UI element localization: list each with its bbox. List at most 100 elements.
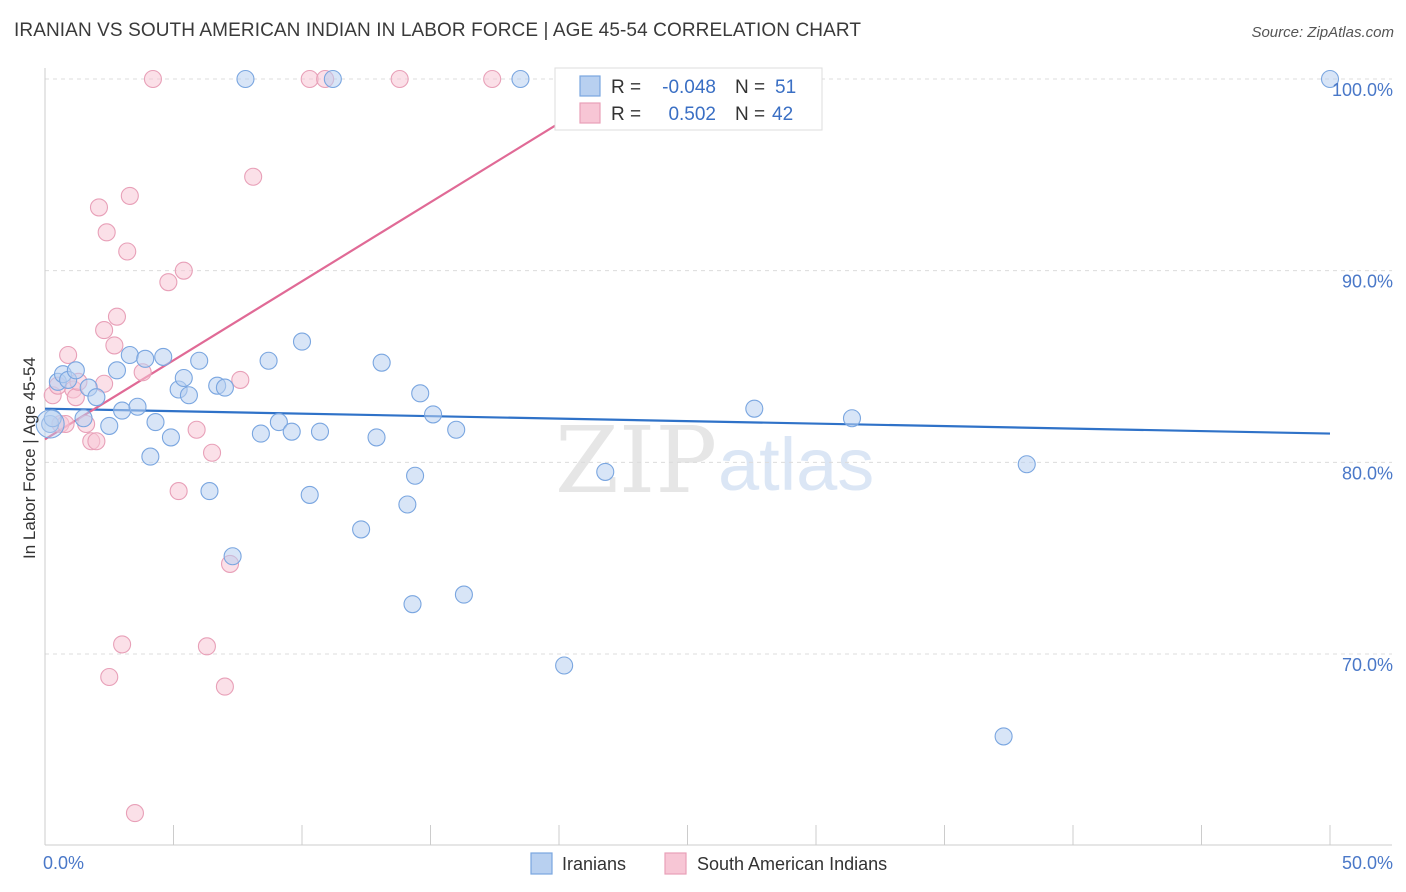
point-south-american-indians-32: [231, 370, 250, 389]
point-south-american-indians-30: [215, 677, 234, 696]
point-iranians-41: [406, 466, 425, 485]
point-south-american-indians-14: [97, 223, 116, 242]
legend-n-value-iranians: 51: [775, 77, 796, 98]
y-tick-label-2: 90.0%: [1342, 272, 1393, 292]
chart-source: Source: ZipAtlas.com: [1251, 24, 1394, 41]
bottom-legend-swatch-south-american-indians: [664, 852, 687, 875]
chart-title: IRANIAN VS SOUTH AMERICAN INDIAN IN LABO…: [14, 20, 862, 41]
point-south-american-indians-27: [187, 420, 206, 439]
point-south-american-indians-20: [120, 186, 139, 205]
bottom-legend: Iranians South American Indians: [530, 852, 887, 875]
point-iranians-cluster: [35, 409, 65, 439]
point-iranians-53: [1320, 69, 1340, 89]
stats-legend: R = -0.048 N = 51 R = 0.502 N = 42: [554, 67, 823, 131]
point-iranians-51: [994, 727, 1013, 746]
point-south-american-indians-28: [197, 637, 216, 656]
legend-n-label-south-american-indians: N =: [735, 104, 765, 125]
legend-n-value-south-american-indians: 42: [772, 104, 793, 125]
point-iranians-45: [454, 585, 473, 604]
point-south-american-indians-13: [95, 321, 114, 340]
point-iranians-26: [223, 547, 242, 566]
point-iranians-36: [352, 520, 371, 539]
point-south-american-indians-33: [244, 167, 263, 186]
point-iranians-20: [174, 368, 193, 388]
point-iranians-21: [179, 386, 198, 405]
point-iranians-15: [141, 447, 160, 466]
point-iranians-30: [269, 413, 288, 432]
point-iranians-34: [310, 422, 330, 441]
bottom-legend-swatch-iranians: [530, 852, 553, 875]
point-iranians-42: [411, 384, 430, 403]
y-tick-labels: 70.0% 80.0% 90.0% 100.0%: [1332, 80, 1393, 675]
point-iranians-5: [66, 361, 85, 380]
legend-swatch-iranians: [579, 75, 601, 97]
watermark-zip: ZIP: [555, 407, 717, 514]
point-south-american-indians-23: [143, 69, 162, 89]
point-iranians-33: [300, 485, 319, 504]
watermark-atlas: atlas: [718, 423, 874, 506]
point-iranians-37: [367, 428, 386, 447]
axes: [44, 68, 1392, 846]
point-south-american-indians-19: [118, 242, 137, 261]
point-south-american-indians-34: [300, 69, 319, 89]
point-iranians-29: [259, 351, 278, 370]
point-iranians-11: [113, 401, 132, 420]
legend-r-value-south-american-indians: 0.502: [668, 104, 716, 125]
point-iranians-48: [596, 462, 615, 481]
point-iranians-6: [74, 409, 93, 428]
point-south-american-indians-10: [87, 432, 106, 451]
point-iranians-27: [236, 69, 255, 89]
point-south-american-indians-17: [107, 307, 127, 326]
point-iranians-38: [372, 353, 391, 372]
point-south-american-indians-21: [125, 804, 144, 823]
point-iranians-16: [146, 413, 165, 432]
point-iranians-12: [120, 345, 139, 365]
point-iranians-13: [128, 397, 147, 416]
point-iranians-46: [511, 69, 530, 89]
point-south-american-indians-11: [89, 198, 109, 217]
y-axis-title: In Labor Force | Age 45-54: [20, 357, 39, 559]
watermark: ZIP atlas: [555, 407, 874, 514]
point-iranians-23: [200, 482, 219, 501]
point-iranians-52: [1017, 455, 1036, 474]
point-iranians-44: [447, 420, 466, 439]
point-iranians-47: [555, 656, 574, 675]
point-south-american-indians-25: [169, 482, 188, 501]
legend-r-label-south-american-indians: R =: [611, 104, 641, 125]
grid-lines: [45, 78, 1392, 655]
point-iranians-31: [282, 422, 301, 441]
legend-n-label-iranians: N =: [735, 77, 765, 98]
point-iranians-14: [136, 349, 155, 368]
bottom-legend-label-south-american-indians: South American Indians: [697, 854, 887, 874]
point-south-american-indians-16: [105, 336, 124, 355]
point-iranians-49: [745, 399, 764, 418]
point-south-american-indians-18: [113, 635, 132, 654]
y-tick-label-1: 80.0%: [1342, 463, 1393, 483]
legend-r-label-iranians: R =: [611, 77, 641, 98]
point-iranians-32: [292, 332, 312, 351]
point-iranians-28: [251, 424, 270, 443]
point-south-american-indians-15: [100, 667, 119, 687]
data-points: [35, 69, 1340, 823]
point-iranians-50: [842, 409, 862, 428]
point-iranians-17: [154, 347, 173, 366]
legend-r-value-iranians: -0.048: [662, 77, 716, 98]
point-iranians-25: [215, 378, 234, 397]
y-tick-label-3: 100.0%: [1332, 80, 1393, 100]
point-iranians-22: [190, 351, 209, 370]
point-south-american-indians-29: [203, 443, 222, 462]
point-iranians-43: [424, 405, 443, 424]
point-south-american-indians-4: [59, 345, 78, 365]
trend-line-south-american-indians: [44, 78, 632, 441]
x-tick-labels: 0.0% 50.0%: [43, 853, 1393, 873]
y-tick-label-0: 70.0%: [1342, 655, 1393, 675]
point-south-american-indians-37: [483, 69, 502, 89]
point-south-american-indians-36: [390, 69, 409, 89]
point-iranians-9: [100, 416, 119, 435]
point-iranians-35: [323, 69, 342, 89]
bottom-legend-label-iranians: Iranians: [562, 854, 626, 874]
point-south-american-indians-26: [174, 261, 193, 280]
point-south-american-indians-24: [159, 273, 178, 292]
x-tick-label-0: 0.0%: [43, 853, 84, 873]
